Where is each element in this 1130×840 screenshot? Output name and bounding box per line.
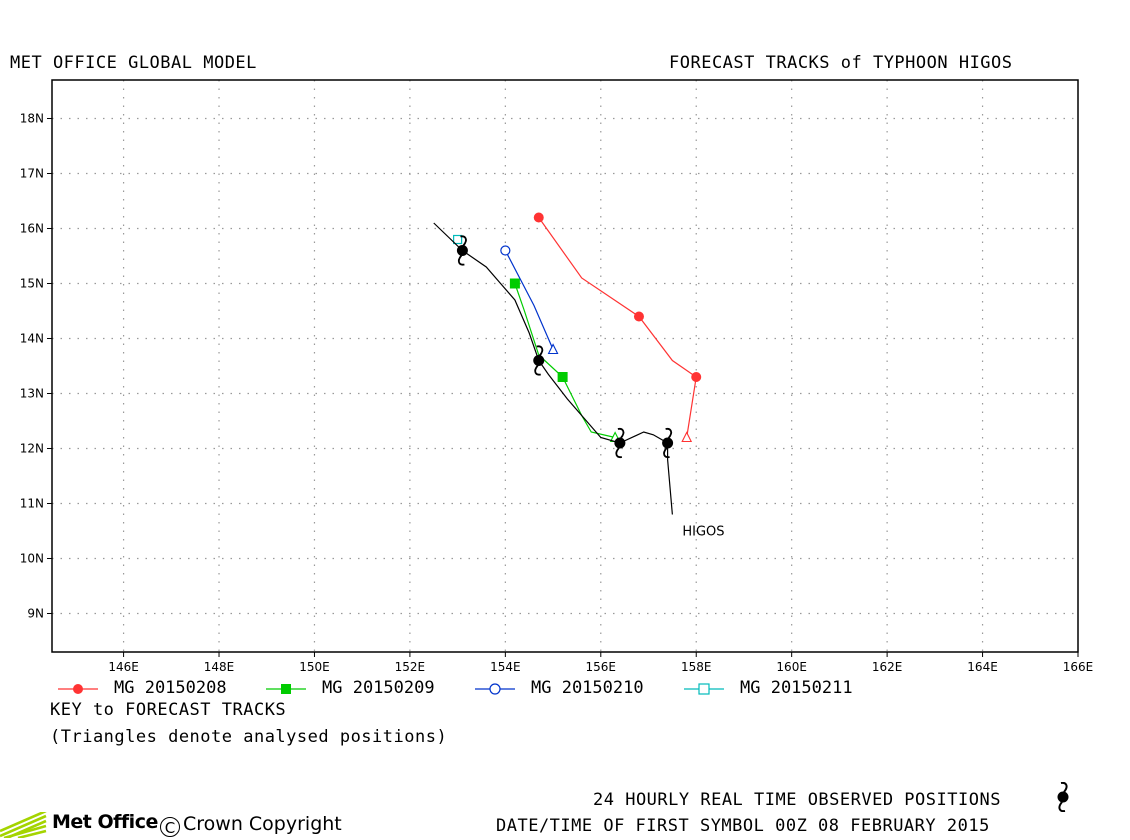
met-office-logo-text: Met Office	[52, 811, 158, 833]
y-tick-label: 10N	[20, 552, 44, 566]
x-tick-label: 152E	[395, 660, 426, 674]
x-tick-label: 146E	[108, 660, 139, 674]
x-tick-label: 162E	[872, 660, 903, 674]
legend-swatch-red-circle	[58, 684, 98, 694]
met-office-logo-icon	[0, 812, 47, 838]
analysed-triangle	[681, 431, 693, 443]
x-tick-label: 164E	[967, 660, 998, 674]
x-tick-label: 158E	[681, 660, 712, 674]
y-tick-label: 15N	[20, 277, 44, 291]
y-tick-label: 16N	[20, 222, 44, 236]
typhoon-symbol-arm	[457, 254, 465, 266]
x-tick-label: 156E	[586, 660, 617, 674]
typhoon-symbol-arm	[663, 447, 670, 459]
typhoon-symbol-arm	[617, 427, 625, 439]
key-note: (Triangles denote analysed positions)	[50, 727, 448, 747]
forecast-point	[500, 245, 511, 256]
forecast-point	[509, 278, 520, 289]
y-tick-label: 9N	[27, 607, 44, 621]
forecast-point	[557, 372, 568, 382]
typhoon-symbol-icon	[456, 245, 468, 256]
legend-label: MG 20150208	[114, 678, 227, 698]
typhoon-symbol-icon	[614, 437, 626, 449]
forecast-point	[691, 372, 702, 382]
typhoon-symbol-arm	[536, 345, 544, 357]
typhoon-symbol-arm	[615, 447, 623, 459]
legend-swatch-green-square	[266, 684, 306, 694]
model-title: MET OFFICE GLOBAL MODEL	[10, 53, 257, 73]
x-tick-label: 166E	[1063, 660, 1094, 674]
typhoon-symbol-arm	[460, 235, 467, 247]
copyright-text: Crown Copyright	[183, 813, 342, 835]
x-tick-label: 160E	[776, 660, 807, 674]
copyright-notice: C Crown Copyright	[160, 813, 342, 837]
y-tick-label: 14N	[20, 332, 44, 346]
typhoon-symbol-icon	[662, 437, 674, 449]
typhoon-symbol-icon	[1057, 782, 1069, 812]
x-tick-label: 150E	[299, 660, 330, 674]
track-line-mg-20150209	[514, 283, 616, 439]
y-tick-label: 12N	[20, 442, 44, 456]
date-note: DATE/TIME OF FIRST SYMBOL 00Z 08 FEBRUAR…	[496, 816, 990, 836]
key-title: KEY to FORECAST TRACKS	[50, 700, 287, 720]
track-line-mg-20150208	[538, 217, 697, 438]
forecast-point	[633, 311, 644, 322]
legend-swatch-cyan-open-square	[684, 683, 724, 695]
analysed-marker	[453, 234, 463, 245]
typhoon-symbol-arm	[534, 364, 541, 376]
analysed-triangle	[547, 343, 559, 355]
y-tick-label: 13N	[20, 387, 44, 401]
x-tick-label: 154E	[490, 660, 521, 674]
track-line-mg-20150210	[504, 250, 554, 350]
x-tick-label: 148E	[204, 660, 235, 674]
y-tick-label: 11N	[20, 497, 44, 511]
observed-note: 24 HOURLY REAL TIME OBSERVED POSITIONS	[593, 790, 1001, 810]
forecast-point	[533, 212, 544, 223]
storm-name-label: HIGOS	[682, 525, 724, 540]
legend-label: MG 20150209	[322, 678, 435, 698]
copyright-icon: C	[160, 817, 180, 837]
legend-label: MG 20150211	[740, 678, 853, 698]
typhoon-symbol-icon	[533, 355, 545, 366]
plot-frame	[51, 79, 1079, 653]
y-tick-label: 17N	[20, 167, 44, 181]
forecast-track-chart: 146E 148E 150E 152E 154E 156E 158E 160E 162E 164E…	[20, 79, 1094, 674]
y-tick-label: 18N	[20, 112, 44, 126]
chart-title: FORECAST TRACKS of TYPHOON HIGOS	[669, 53, 1013, 73]
legend-label: MG 20150210	[531, 678, 644, 698]
legend-swatch-blue-open-circle	[475, 683, 515, 695]
typhoon-symbol-arm	[665, 427, 673, 439]
